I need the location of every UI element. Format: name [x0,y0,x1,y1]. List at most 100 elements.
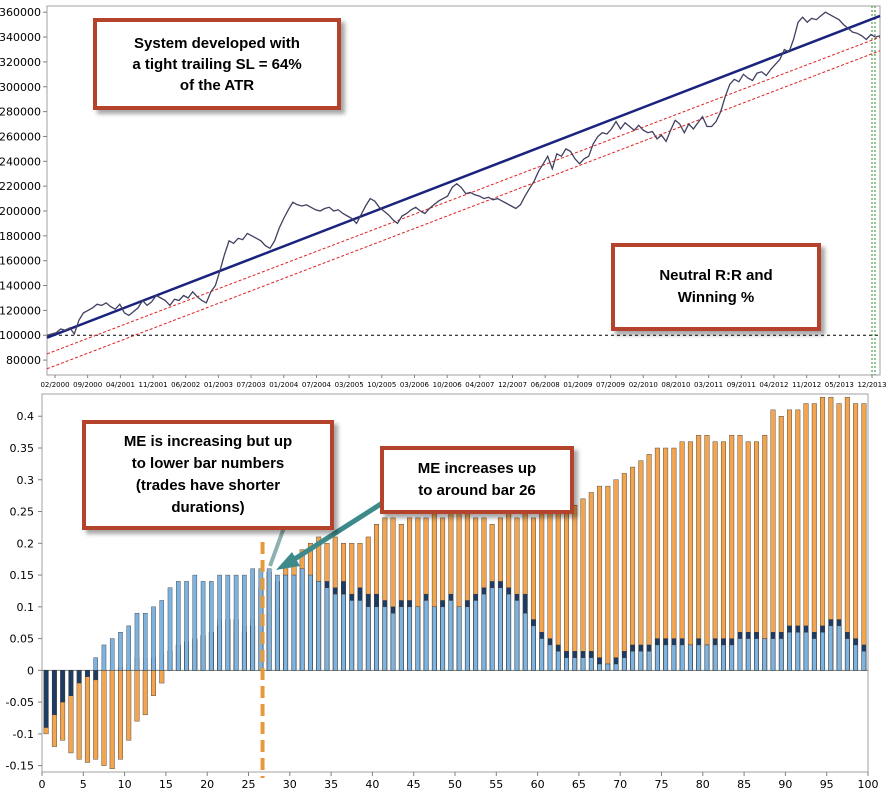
bar-light [564,657,569,671]
bar-orange [663,447,669,671]
bar-orange [654,447,660,671]
x-tick-label: 02/2000 [40,381,69,389]
bar-light [646,651,652,671]
bar-light [779,638,784,671]
bar-orange [762,435,768,671]
x-tick-label: 03/2005 [335,381,364,389]
x-tick-label: 12/2013 [857,381,886,389]
bar-orange [630,466,636,671]
y-tick-label: 0.05 [10,633,35,646]
bar-light [399,606,404,671]
bar-light [415,606,421,671]
x-tick-label: 40 [365,778,379,791]
bar-orange [712,441,718,671]
x-tick-label: 03/2011 [694,381,723,389]
x-tick-label: 12/2007 [498,381,527,389]
bar-light [712,644,718,671]
y-tick-label: 80000 [6,354,41,367]
bar-orange [572,504,578,671]
bar-orange [159,670,165,684]
bar-orange [646,454,652,671]
bar-light [514,600,520,671]
bar-light [225,574,231,671]
bar-light [374,606,379,671]
bar-light [754,638,759,671]
bar-light [605,663,611,671]
y-tick-label: -0.15 [6,760,34,773]
bar-light [539,638,544,671]
x-tick-label: 30 [283,778,297,791]
bar-orange [621,473,627,671]
bar-light [861,651,867,671]
bar-orange [844,396,850,671]
y-tick-label: 100000 [0,329,41,342]
x-tick-label: 60 [531,778,545,791]
bar-light [299,568,305,671]
x-tick-label: 10 [118,778,132,791]
bar-dark [85,670,90,677]
bar-light [506,593,511,671]
x-tick-label: 100 [858,778,879,791]
x-tick-label: 55 [489,778,503,791]
arrow-line [288,499,386,565]
bar-light [341,593,346,671]
y-tick-label: 240000 [0,155,41,168]
x-tick-label: 03/2006 [400,381,430,389]
regression-line [46,14,881,339]
bar-light [209,581,214,671]
x-tick-label: 08/2010 [661,381,690,389]
y-tick-label: 280000 [0,106,41,119]
y-tick-label: 140000 [0,280,41,293]
callout-neutral-rr: Neutral R:R and Winning % [611,243,821,331]
bar-dark [43,670,49,728]
x-tick-label: 09/2000 [73,381,102,389]
band-line [46,50,881,370]
bar-orange [853,403,859,671]
bar-light [762,638,768,671]
bar-orange [101,670,107,766]
callout-line: ME is increasing but up [123,433,293,450]
bar-light [721,644,726,671]
bar-light [679,644,685,671]
bar-light [167,587,173,671]
bar-light [118,632,123,671]
x-tick-label: 07/2009 [596,381,625,389]
bar-light [382,606,388,671]
bar-light [597,663,602,671]
bar-light [242,574,247,671]
bar-light [324,587,330,671]
x-tick-label: 06/2002 [171,381,200,389]
y-tick-label: 180000 [0,230,41,243]
bar-light [366,606,371,671]
x-tick-label: 07/2004 [302,381,332,389]
bar-light [465,606,470,671]
bar-light [828,625,834,671]
x-tick-label: 10/2005 [367,381,396,389]
x-tick-label: 25 [242,778,256,791]
bar-light [159,600,165,671]
x-tick-label: 06/2008 [531,381,560,389]
x-tick-label: 01/2009 [563,381,592,389]
bar-orange [134,670,140,722]
bar-light [101,644,107,671]
bar-light [845,638,850,671]
bar-light [589,657,594,671]
bar-orange [597,485,603,671]
x-tick-label: 50 [448,778,462,791]
y-tick-label: 340000 [0,31,41,44]
bar-light [795,632,801,671]
bar-light [638,651,644,671]
x-tick-label: 04/2007 [465,381,494,389]
bar-light [134,612,140,671]
bar-orange [588,492,594,671]
callout-line: to around bar 26 [418,482,536,499]
bar-orange [671,447,677,671]
bar-light [233,574,239,671]
bar-light [613,663,619,671]
bar-light [349,600,355,671]
bar-light [407,606,412,671]
bar-orange [861,403,867,671]
x-tick-label: 11/2001 [138,381,167,389]
arrow-head [276,552,300,570]
bar-light [357,600,363,671]
